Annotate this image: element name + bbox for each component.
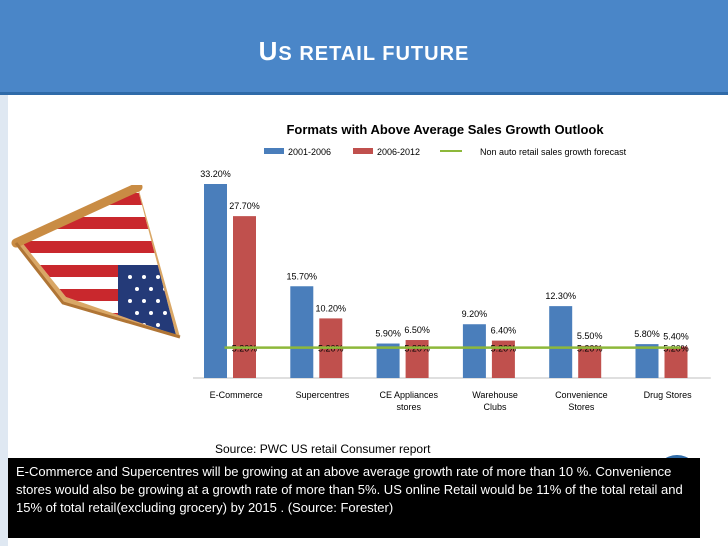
label-2001-2006-3: 9.20% xyxy=(462,309,488,319)
legend-swatch-2001-2006 xyxy=(264,148,284,154)
slide-title: US RETAIL FUTURE xyxy=(0,36,728,67)
bar-2001-2006-2 xyxy=(376,343,400,378)
category-label-4: Convenience xyxy=(555,390,608,400)
bar-2006-2012-3 xyxy=(491,340,515,378)
label-2001-2006-2: 5.90% xyxy=(375,329,401,339)
bar-2001-2006-0 xyxy=(204,184,227,378)
category-label-5: Drug Stores xyxy=(644,390,693,400)
bar-2001-2006-3 xyxy=(462,324,486,378)
bar-2006-2012-4 xyxy=(578,345,602,378)
label-2006-2012-2: 6.50% xyxy=(404,325,430,335)
category-label-3-line2: Clubs xyxy=(484,402,508,412)
slide-title-rest: S RETAIL FUTURE xyxy=(278,43,470,65)
left-accent-stripe xyxy=(0,95,8,546)
flag-pie-image xyxy=(11,185,181,339)
category-label-2: CE Appliances xyxy=(379,390,438,400)
label-2001-2006-4: 12.30% xyxy=(545,291,576,301)
source-note: Source: PWC US retail Consumer report xyxy=(215,442,431,456)
label-2006-2012-5: 5.40% xyxy=(663,331,689,341)
bar-2006-2012-2 xyxy=(405,340,429,378)
category-label-4-line2: Stores xyxy=(568,402,595,412)
bar-2001-2006-1 xyxy=(290,286,314,378)
bar-2006-2012-5 xyxy=(664,346,688,378)
caption-box: E-Commerce and Supercentres will be grow… xyxy=(8,458,700,538)
chart-legend: 2001-2006 2006-2012 Non auto retail sale… xyxy=(264,147,627,157)
bar-2001-2006-5 xyxy=(635,344,659,378)
plot-area: 33.20%27.70%5.20%E-Commerce15.70%10.20%5… xyxy=(193,169,711,412)
category-label-1: Supercentres xyxy=(296,390,350,400)
label-2006-2012-4: 5.50% xyxy=(577,331,603,341)
legend-label-2001-2006: 2001-2006 xyxy=(288,147,331,157)
bar-2006-2012-0 xyxy=(233,216,256,378)
label-2006-2012-3: 6.40% xyxy=(491,326,517,336)
label-2001-2006-1: 15.70% xyxy=(287,271,318,281)
legend-swatch-2006-2012 xyxy=(353,148,373,154)
category-label-0: E-Commerce xyxy=(210,390,263,400)
chart-title: Formats with Above Average Sales Growth … xyxy=(286,122,604,137)
label-2006-2012-0: 27.70% xyxy=(229,201,260,211)
legend-label-2006-2012: 2006-2012 xyxy=(377,147,420,157)
slide-title-initial: U xyxy=(258,36,279,66)
category-label-3: Warehouse xyxy=(472,390,518,400)
label-2001-2006-0: 33.20% xyxy=(200,169,231,179)
title-bar xyxy=(0,0,728,95)
legend-label-forecast: Non auto retail sales growth forecast xyxy=(480,147,627,157)
bar-2001-2006-4 xyxy=(549,306,573,378)
category-label-2-line2: stores xyxy=(396,402,421,412)
label-2006-2012-1: 10.20% xyxy=(316,303,347,313)
label-2001-2006-5: 5.80% xyxy=(634,329,660,339)
